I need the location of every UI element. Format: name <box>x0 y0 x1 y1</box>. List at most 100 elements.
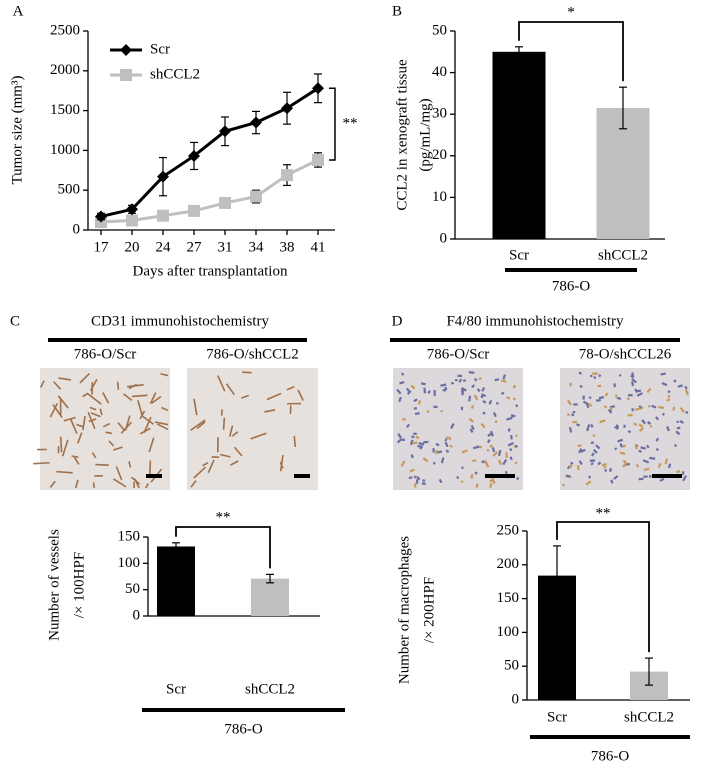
micrograph-texture <box>480 422 486 429</box>
micrograph-texture <box>488 399 493 405</box>
y-tick-label: 100 <box>497 624 520 640</box>
marker <box>126 214 138 227</box>
micrograph-texture <box>647 404 651 408</box>
micrograph-texture <box>607 408 613 414</box>
micrograph-texture <box>241 394 250 399</box>
micrograph-texture <box>603 465 607 469</box>
marker <box>157 209 169 222</box>
micrograph-texture <box>456 476 460 480</box>
micrograph-texture <box>115 466 123 481</box>
micrograph-texture <box>71 455 79 459</box>
marker <box>188 149 200 162</box>
micrograph-texture <box>73 457 80 465</box>
micrograph-texture <box>684 385 688 390</box>
micrograph-texture <box>494 420 498 424</box>
micrograph-texture <box>90 412 101 418</box>
micrograph-texture <box>657 462 662 468</box>
micrograph-texture <box>190 480 197 488</box>
micrograph-texture <box>52 381 62 390</box>
micrograph-texture <box>445 449 450 453</box>
micrograph-texture <box>641 419 647 425</box>
micrograph-texture <box>92 482 95 489</box>
micrograph-texture <box>634 443 638 450</box>
micrograph-texture <box>113 446 123 451</box>
y-tick-label: 150 <box>118 528 141 544</box>
micrograph-texture <box>568 427 573 433</box>
significance: ** <box>343 116 358 132</box>
micrograph-texture <box>604 392 609 397</box>
micrograph-texture <box>411 435 415 439</box>
panel-letter: A <box>13 3 24 19</box>
micrograph-texture <box>468 371 475 374</box>
micrograph-texture <box>481 393 487 398</box>
y-axis-label: Tumor size (mm³) <box>9 76 25 185</box>
x-tick-label: shCCL2 <box>598 247 648 263</box>
micrograph-texture <box>102 422 111 428</box>
micrograph-texture <box>33 461 50 465</box>
micrograph-texture <box>279 454 284 472</box>
micrograph-texture <box>618 373 622 377</box>
micrograph-texture <box>435 443 440 447</box>
micrograph-texture <box>400 460 406 467</box>
significance: * <box>567 4 575 20</box>
micrograph-texture <box>293 435 297 447</box>
micrograph-texture <box>481 460 485 464</box>
image-label: 786-O/shCCL2 <box>206 346 299 362</box>
micrograph-texture <box>655 437 660 442</box>
micrograph-texture <box>622 444 627 448</box>
micrograph-texture <box>196 421 206 430</box>
micrograph-texture <box>444 441 449 448</box>
micrograph-texture <box>468 395 472 402</box>
micrograph-texture <box>514 461 518 465</box>
micrograph-texture <box>417 400 422 405</box>
micrograph-texture <box>88 418 97 423</box>
marker <box>219 125 231 138</box>
significance: ** <box>596 505 611 521</box>
marker <box>312 153 324 166</box>
y-tick-label: 200 <box>497 556 520 572</box>
significance-bracket <box>329 87 336 161</box>
micrograph-texture <box>507 441 514 447</box>
micrograph-texture <box>619 443 623 448</box>
micrograph-texture <box>502 374 506 380</box>
micrograph-texture <box>672 406 676 411</box>
micrograph-texture <box>639 406 644 410</box>
micrograph-texture <box>676 426 681 430</box>
micrograph-texture <box>655 447 659 452</box>
x-tick-label: Scr <box>547 709 567 725</box>
micrograph-texture <box>486 439 491 444</box>
micrograph-texture <box>82 392 89 398</box>
micrograph-texture <box>202 461 209 467</box>
x-tick-label: shCCL2 <box>624 709 674 725</box>
significance-bracket <box>175 526 271 569</box>
micrograph-texture <box>510 414 516 418</box>
micrograph-texture <box>120 421 132 434</box>
image-label: 786-O/Scr <box>74 346 137 362</box>
marker <box>120 69 132 81</box>
micrograph-texture <box>597 384 602 388</box>
micrograph-texture <box>578 448 583 454</box>
micrograph-texture <box>442 388 447 392</box>
micrograph-texture <box>585 480 592 486</box>
micrograph-texture <box>598 396 605 400</box>
significance-bracket <box>556 521 650 653</box>
micrograph-texture <box>410 439 414 446</box>
micrograph-texture <box>658 405 665 409</box>
micrograph-texture <box>102 392 110 404</box>
y-tick-label: 50 <box>432 22 447 38</box>
micrograph-texture <box>633 422 638 426</box>
micrograph-texture <box>116 381 120 390</box>
micrograph-texture <box>638 477 644 481</box>
micrograph-texture <box>509 447 513 452</box>
group-label: 786-O <box>224 721 262 737</box>
micrograph-texture <box>613 475 619 480</box>
micrograph-texture <box>514 444 519 448</box>
micrograph-texture <box>231 431 239 437</box>
micrograph-texture <box>449 444 453 448</box>
micrograph-texture <box>148 460 152 476</box>
micrograph-texture <box>516 476 520 481</box>
micrograph-texture <box>49 402 59 418</box>
micrograph-texture <box>664 458 669 465</box>
micrograph-texture <box>586 403 590 409</box>
micrograph-texture <box>472 445 480 450</box>
